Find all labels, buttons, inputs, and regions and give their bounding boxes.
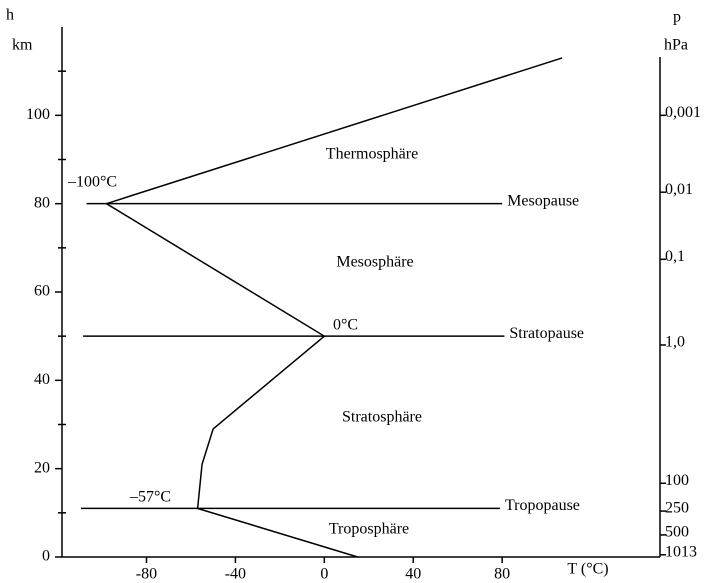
y2-axis-unit: hPa: [664, 37, 688, 54]
y2-tick-label: 250: [665, 500, 689, 517]
layer-label: Troposphäre: [329, 521, 409, 538]
y2-tick-label: 100: [665, 472, 689, 489]
y-tick-label: 100: [26, 106, 50, 123]
x-axis-label: T (°C): [567, 561, 608, 578]
y2-tick-label: 0,1: [665, 248, 685, 265]
x-tick-label: 40: [405, 566, 421, 583]
y-axis-unit: km: [12, 37, 33, 54]
y-tick-label: 80: [34, 194, 50, 211]
y-axis-label: h: [6, 7, 14, 24]
level-label: Tropopause: [505, 497, 580, 514]
annotation: 0°C: [333, 317, 358, 334]
layer-label: Mesosphäre: [336, 254, 413, 271]
layer-label: Stratosphäre: [342, 409, 422, 426]
y-tick-label: 60: [34, 283, 50, 300]
layer-label: Thermosphäre: [326, 146, 418, 163]
x-tick-label: -40: [225, 566, 246, 583]
y2-tick-label: 0,01: [665, 181, 693, 198]
temperature-profile: [104, 57, 563, 558]
y2-axis-label: p: [673, 9, 681, 26]
x-tick-label: -80: [136, 566, 157, 583]
annotation: –57°C: [129, 489, 171, 506]
y-tick-label: 40: [34, 371, 50, 388]
y2-tick-label: 500: [665, 524, 689, 541]
x-tick-label: 80: [494, 566, 510, 583]
y2-tick-label: 0,001: [665, 104, 701, 121]
y2-tick-label: 1,0: [665, 334, 685, 351]
y2-tick-label: 1013: [665, 543, 697, 560]
annotation: –100°C: [67, 174, 117, 191]
y-tick-label: 0: [42, 548, 50, 565]
level-label: Stratopause: [509, 325, 584, 342]
y-tick-label: 20: [34, 459, 50, 476]
x-tick-label: 0: [320, 566, 328, 583]
level-label: Mesopause: [507, 192, 579, 209]
